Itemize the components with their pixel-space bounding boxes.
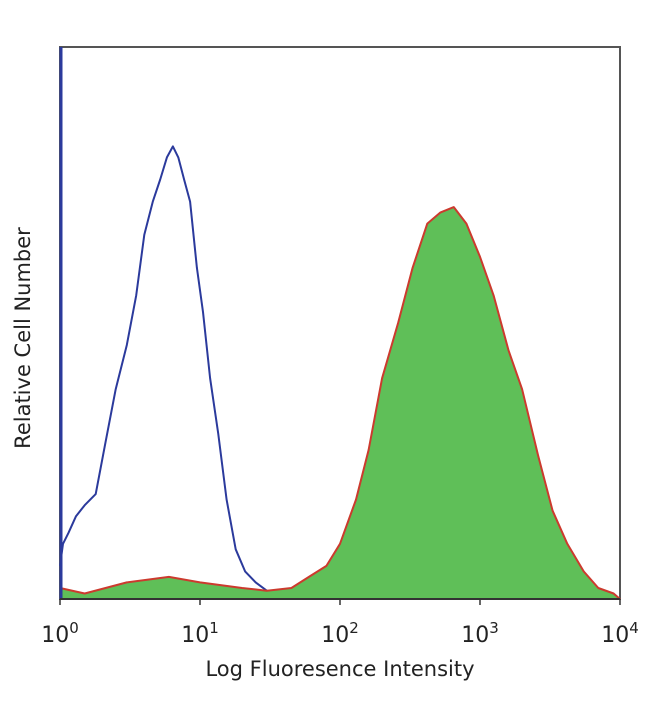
x-tick-label-0: 100 [41, 619, 79, 648]
y-axis-label: Relative Cell Number [11, 227, 35, 449]
series-layer [59, 47, 621, 600]
x-tick-label-2: 102 [321, 619, 359, 648]
x-tick-label-3: 103 [461, 619, 499, 648]
series-line-1 [59, 206, 621, 600]
x-axis-label: Log Fluoresence Intensity [205, 657, 474, 681]
series-fill-1 [60, 207, 620, 599]
x-tick-labels: 100 101 102 103 104 [41, 599, 639, 648]
series-line-0 [59, 145, 292, 595]
x-tick-label-4: 104 [601, 619, 639, 648]
x-tick-label-1: 101 [181, 619, 219, 648]
